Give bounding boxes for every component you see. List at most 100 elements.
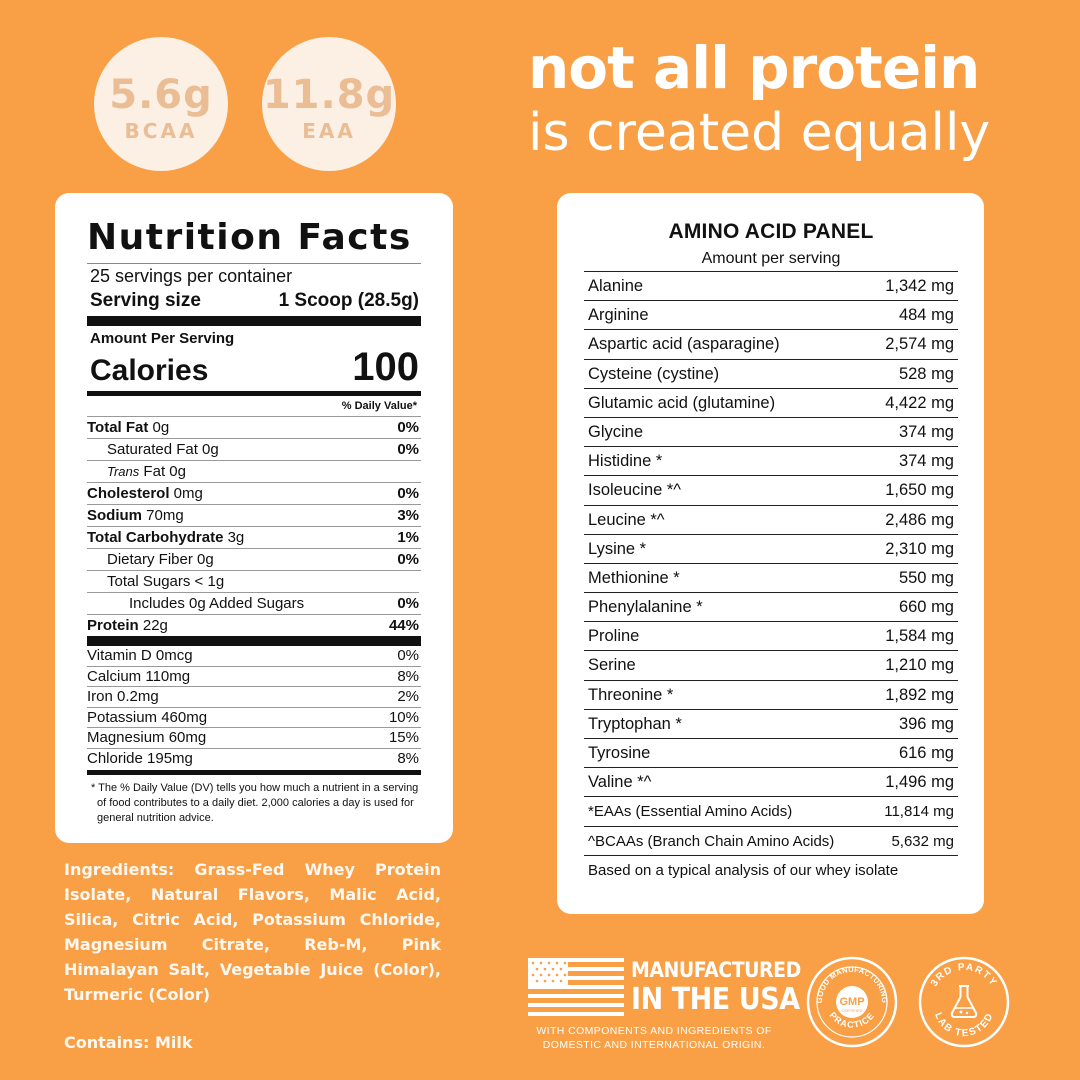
amino-name: Phenylalanine * bbox=[588, 598, 703, 617]
vitamin-percent: 15% bbox=[388, 729, 419, 746]
amino-row: Methionine * 550 mg bbox=[584, 564, 958, 594]
nutrient-amount: 70mg bbox=[142, 507, 184, 524]
made-in-usa-logo: MANUFACTURED IN THE USA WITH COMPONENTS … bbox=[528, 956, 801, 1056]
vitamin-row: Potassium 460mg 10% bbox=[87, 706, 421, 728]
nutrient-name: Sodium bbox=[87, 507, 142, 524]
amino-row: Cysteine (cystine) 528 mg bbox=[584, 360, 958, 389]
amino-total-value: 5,632 mg bbox=[891, 832, 954, 850]
nutrient-amount: Dietary Fiber 0g bbox=[107, 551, 214, 568]
amino-value: 374 mg bbox=[898, 452, 954, 471]
nutrient-row: Dietary Fiber 0g 0% bbox=[87, 548, 421, 570]
nutrient-row: Includes 0g Added Sugars 0% bbox=[87, 592, 421, 614]
amino-name: Serine bbox=[588, 656, 636, 675]
amino-name: Arginine bbox=[588, 306, 649, 325]
nutrient-amount: 3g bbox=[223, 529, 245, 546]
amino-name: Methionine * bbox=[588, 568, 680, 587]
nutrient-percent: 1% bbox=[397, 529, 419, 546]
amino-value: 374 mg bbox=[898, 422, 954, 441]
calories-row: Calories 100 bbox=[87, 347, 421, 391]
nutrition-facts-card: Nutrition Facts 25 servings per containe… bbox=[55, 193, 453, 843]
amino-value: 1,650 mg bbox=[885, 481, 954, 500]
headline-line-1: not all protein bbox=[528, 34, 980, 102]
nutrition-facts-panel: Nutrition Facts 25 servings per containe… bbox=[87, 213, 421, 826]
lab-tested-seal-icon: 3RD PARTY LAB TESTED bbox=[918, 956, 1010, 1048]
serving-size-label: Serving size bbox=[90, 290, 201, 311]
daily-value-footnote: * The % Daily Value (DV) tells you how m… bbox=[91, 782, 419, 824]
amino-name: Proline bbox=[588, 627, 640, 646]
amino-value: 1,496 mg bbox=[885, 773, 954, 792]
amino-name: Tryptophan * bbox=[588, 714, 682, 733]
nutrient-amount: Saturated Fat 0g bbox=[107, 441, 219, 458]
amino-row: Threonine * 1,892 mg bbox=[584, 681, 958, 710]
bcaa-badge: 5.6g BCAA bbox=[94, 37, 228, 171]
amino-value: 396 mg bbox=[898, 714, 954, 733]
vitamin-row: Calcium 110mg 8% bbox=[87, 665, 421, 687]
amino-name: Cysteine (cystine) bbox=[588, 364, 720, 383]
manufactured-text: MANUFACTURED IN THE USA bbox=[631, 956, 801, 1016]
amino-name: Valine *^ bbox=[588, 773, 652, 792]
allergen-statement: Contains: Milk bbox=[64, 1033, 193, 1052]
vitamin-row: Iron 0.2mg 2% bbox=[87, 686, 421, 707]
amino-row: Histidine * 374 mg bbox=[584, 447, 958, 477]
amino-value: 2,486 mg bbox=[885, 510, 954, 529]
origin-disclaimer: WITH COMPONENTS AND INGREDIENTS OF DOMES… bbox=[536, 1025, 772, 1051]
gmp-certified-text: CERTIFIED bbox=[841, 1008, 862, 1013]
amino-row: Alanine 1,342 mg bbox=[584, 272, 958, 302]
amino-row: Arginine 484 mg bbox=[584, 301, 958, 331]
amino-name: Histidine * bbox=[588, 452, 663, 471]
nutrient-row: Cholesterol 0mg 0% bbox=[87, 482, 421, 504]
amino-value: 1,584 mg bbox=[885, 627, 954, 646]
amino-row: Lysine * 2,310 mg bbox=[584, 535, 958, 564]
calories-label: Calories bbox=[90, 354, 209, 387]
amino-row: Aspartic acid (asparagine) 2,574 mg bbox=[584, 330, 958, 360]
amino-acid-panel: AMINO ACID PANEL Amount per serving Alan… bbox=[584, 217, 958, 886]
nutrient-row: Total Sugars < 1g bbox=[87, 570, 421, 592]
nutrient-row: Total Carbohydrate 3g 1% bbox=[87, 526, 421, 548]
amino-name: Leucine *^ bbox=[588, 510, 665, 529]
amino-value: 1,210 mg bbox=[885, 656, 954, 675]
nutrient-amount: Fat 0g bbox=[139, 463, 186, 480]
bcaa-total-row: ^BCAAs (Branch Chain Amino Acids) 5,632 m… bbox=[584, 827, 958, 856]
eaa-total-row: *EAAs (Essential Amino Acids) 11,814 mg bbox=[584, 797, 958, 827]
amino-value: 550 mg bbox=[898, 568, 954, 587]
vitamin-percent: 8% bbox=[397, 749, 419, 767]
calories-value: 100 bbox=[352, 345, 419, 389]
manufactured-line-1: MANUFACTURED bbox=[631, 958, 801, 982]
amino-value: 660 mg bbox=[898, 598, 954, 617]
amino-row: Glycine 374 mg bbox=[584, 418, 958, 448]
vitamin-percent: 8% bbox=[397, 667, 419, 685]
serving-size-row: Serving size 1 Scoop (28.5g) bbox=[87, 288, 421, 314]
analysis-note: Based on a typical analysis of our whey … bbox=[588, 861, 899, 879]
nutrient-name: Cholesterol bbox=[87, 485, 170, 502]
amino-row: Isoleucine *^ 1,650 mg bbox=[584, 476, 958, 506]
amino-row: Valine *^ 1,496 mg bbox=[584, 768, 958, 798]
flask-icon bbox=[950, 985, 978, 1018]
vitamin-name: Chloride 195mg bbox=[87, 749, 193, 767]
vitamin-name: Iron 0.2mg bbox=[87, 688, 159, 705]
amino-total-name: ^BCAAs (Branch Chain Amino Acids) bbox=[588, 832, 835, 850]
amino-acid-subtitle: Amount per serving bbox=[701, 250, 841, 267]
vitamin-name: Calcium 110mg bbox=[87, 667, 191, 685]
amino-value: 4,422 mg bbox=[885, 393, 954, 412]
us-flag-icon bbox=[528, 958, 624, 1016]
amino-acid-card: AMINO ACID PANEL Amount per serving Alan… bbox=[557, 193, 984, 914]
amino-value: 616 mg bbox=[898, 744, 954, 762]
nutrient-percent: 0% bbox=[397, 592, 419, 614]
nutrient-name: Trans bbox=[107, 464, 140, 479]
amino-name: Tyrosine bbox=[588, 744, 651, 762]
eaa-badge: 11.8g EAA bbox=[262, 37, 396, 171]
amino-name: Glycine bbox=[588, 422, 644, 441]
amino-name: Isoleucine *^ bbox=[588, 481, 682, 500]
manufactured-line-2: IN THE USA bbox=[631, 982, 800, 1017]
amino-value: 2,574 mg bbox=[885, 335, 954, 354]
amino-name: Lysine * bbox=[588, 539, 647, 558]
nutrient-amount: 0mg bbox=[169, 485, 203, 502]
amino-value: 1,892 mg bbox=[885, 685, 954, 704]
vitamin-row: Magnesium 60mg 15% bbox=[87, 727, 421, 748]
headline: not all protein is created equally bbox=[528, 34, 990, 164]
amino-value: 1,342 mg bbox=[885, 277, 954, 295]
amino-total-name: *EAAs (Essential Amino Acids) bbox=[588, 803, 793, 821]
nutrient-row: Protein 22g 44% bbox=[87, 614, 421, 636]
amino-row: Tryptophan * 396 mg bbox=[584, 710, 958, 739]
vitamin-name: Potassium 460mg bbox=[87, 708, 208, 726]
